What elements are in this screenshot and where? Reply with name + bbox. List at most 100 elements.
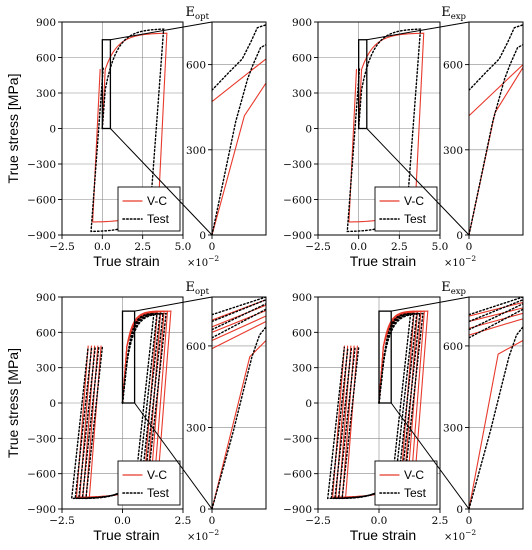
- test-zoom-line: [212, 297, 266, 316]
- x-tick-label: 5.0: [175, 241, 192, 253]
- x-multiplier: ×10−2: [444, 528, 476, 543]
- y-tick-label: 900: [292, 17, 312, 29]
- legend-label: Test: [404, 486, 427, 500]
- x-tick-label: 0.0: [371, 515, 388, 527]
- x-multiplier: ×10−2: [444, 254, 476, 269]
- top-left-panel: −2.5 0.0 2.5 5.0 −900 −600 −300 0 300 600 900 True …: [5, 17, 219, 269]
- zoom-box: [121, 310, 136, 404]
- panel-title: Eexp: [441, 280, 466, 297]
- x-axis-label: True strain: [93, 253, 159, 269]
- test-zoom-line: [212, 44, 266, 235]
- x-multiplier-exponent: −2: [465, 254, 476, 263]
- zoom-box: [101, 39, 112, 130]
- series-group: [70, 310, 172, 500]
- y-tick-label: 0: [49, 124, 56, 136]
- series-group: [212, 24, 266, 235]
- y-tick-label: −300: [283, 159, 312, 171]
- test-zoom-line: [469, 308, 523, 339]
- zoom-connector-top: [134, 296, 213, 312]
- test-zoom-line: [469, 326, 523, 509]
- x-multiplier-exponent: −2: [208, 254, 219, 263]
- test-series-line: [90, 28, 165, 233]
- panel-title-subscript: exp: [451, 287, 467, 297]
- zoom-connector-bottom: [134, 402, 213, 510]
- vc-zoom-line: [212, 320, 266, 350]
- legend-box: [117, 460, 181, 506]
- x-tick-label: 0: [209, 515, 216, 527]
- y-axis-label: True stress [MPa]: [5, 74, 21, 184]
- test-zoom-line: [212, 326, 266, 509]
- legend-box: [374, 460, 438, 506]
- axes-frame: [468, 296, 524, 510]
- y-tick-label: −600: [27, 195, 56, 207]
- vc-zoom-line: [469, 301, 523, 317]
- y-tick-label: 900: [36, 17, 56, 29]
- series-group: [346, 28, 425, 233]
- vc-zoom-line: [469, 66, 523, 235]
- y-tick-label: −300: [283, 433, 312, 445]
- panel-title-subscript: exp: [451, 12, 467, 22]
- test-zoom-line: [469, 24, 523, 91]
- x-tick-label: 2.5: [175, 515, 192, 527]
- vc-zoom-line: [212, 82, 266, 235]
- zoom-connector-bottom: [390, 402, 470, 510]
- axes-frame: [211, 21, 267, 236]
- y-tick-label: 0: [456, 230, 463, 242]
- x-tick-label: 5.0: [432, 241, 449, 253]
- y-tick-label: 600: [36, 327, 56, 339]
- y-tick-label: −900: [283, 504, 312, 516]
- x-tick-label: 0: [466, 241, 473, 253]
- y-tick-label: 0: [456, 504, 463, 516]
- vc-zoom-line: [469, 312, 523, 329]
- x-tick-label: 2.5: [391, 241, 408, 253]
- panel-title: Eopt: [186, 280, 210, 297]
- y-tick-label: 300: [443, 422, 463, 434]
- panel-title-subscript: opt: [195, 12, 210, 22]
- x-tick-label: 2.5: [432, 515, 449, 527]
- bottom-right-zoom-panel: 00 300 600 Eexp: [441, 280, 524, 527]
- vc-zoom-line: [469, 318, 523, 336]
- x-tick-label: 0: [209, 241, 216, 253]
- series-group: [469, 297, 523, 509]
- x-tick-label: −2.5: [49, 241, 75, 253]
- y-tick-label: 600: [186, 60, 206, 72]
- x-tick-label: −2.5: [49, 515, 75, 527]
- zoom-box: [378, 310, 392, 404]
- zoom-connector-bottom: [110, 128, 213, 236]
- test-zoom-line: [469, 303, 523, 331]
- x-multiplier-exponent: −2: [208, 528, 219, 537]
- y-tick-label: 0: [199, 230, 206, 242]
- y-tick-label: 300: [186, 422, 206, 434]
- y-tick-label: 300: [292, 88, 312, 100]
- y-tick-label: −900: [27, 504, 56, 516]
- test-series-line: [74, 312, 164, 500]
- x-tick-label: 0.0: [114, 515, 131, 527]
- y-axis-label: True stress [MPa]: [5, 348, 21, 458]
- vc-zoom-line: [212, 339, 266, 509]
- y-tick-label: 600: [443, 60, 463, 72]
- y-tick-label: −600: [27, 469, 56, 481]
- legend-label: V-C: [404, 194, 424, 208]
- y-tick-label: 600: [292, 327, 312, 339]
- vc-zoom-line: [469, 307, 523, 323]
- top-right-panel: −2.5 0.0 2.5 5.0 −900 −600 −300 0 300 600 900 True …: [283, 17, 476, 269]
- test-zoom-line: [212, 24, 266, 91]
- y-tick-label: −900: [283, 230, 312, 242]
- y-tick-label: 600: [36, 53, 56, 65]
- zoom-connector-top: [391, 296, 470, 312]
- series-group: [90, 28, 168, 233]
- vc-zoom-line: [212, 58, 266, 103]
- test-series-line: [326, 312, 424, 500]
- zoom-connector-top: [110, 21, 213, 41]
- legend-label: Test: [147, 486, 170, 500]
- bottom-left-panel: −2.5 0.0 2.5 −900 −600 −300 0 300 600 900 True str…: [5, 292, 219, 543]
- y-tick-label: 0: [49, 398, 56, 410]
- panel-title: Eexp: [441, 5, 466, 22]
- zoom-connector-bottom: [366, 128, 470, 236]
- y-tick-label: −300: [27, 159, 56, 171]
- x-axis-label: True strain: [350, 527, 416, 543]
- vc-zoom-line: [212, 315, 266, 342]
- legend-label: V-C: [404, 468, 424, 482]
- zoom-connector-top: [366, 21, 470, 41]
